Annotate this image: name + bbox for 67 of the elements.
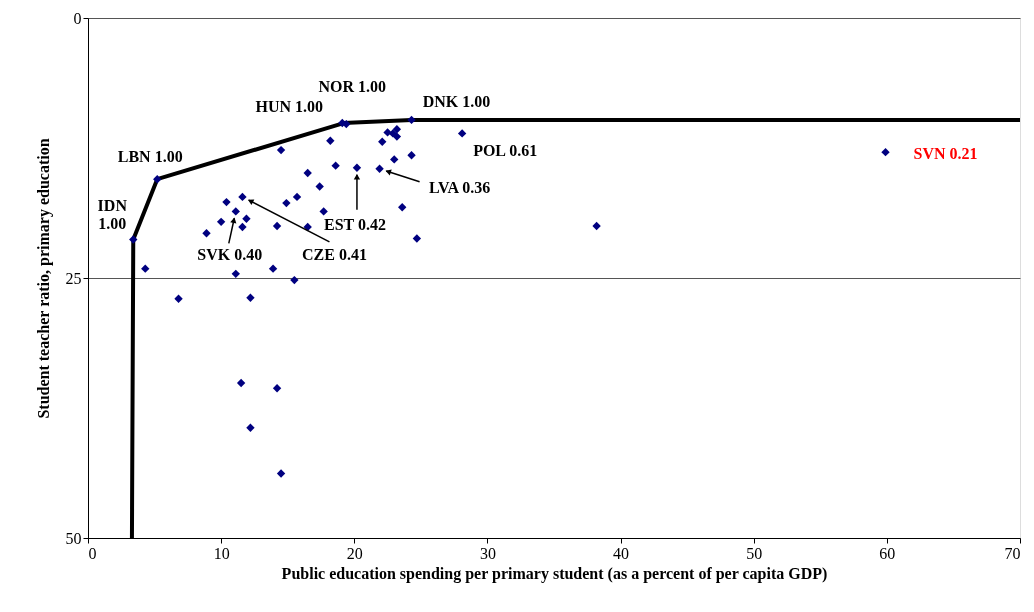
point <box>352 163 362 172</box>
point <box>276 469 286 478</box>
point <box>375 164 384 173</box>
point <box>216 217 226 227</box>
annotation: SVN 0.21 <box>913 145 978 163</box>
x-tick-label: 20 <box>346 544 363 562</box>
x-tick-label: 70 <box>1004 544 1021 562</box>
point <box>390 155 399 164</box>
point <box>282 198 291 208</box>
x-tick-label: 40 <box>613 544 630 562</box>
y-tick-label: 25 <box>65 269 82 287</box>
point <box>222 197 231 207</box>
x-axis-title: Public education spending per primary student (as a percent of per capita GDP) <box>281 564 828 583</box>
point <box>268 264 278 273</box>
point <box>392 132 402 141</box>
annotation: NOR 1.00 <box>318 78 387 96</box>
point <box>331 161 340 170</box>
point <box>292 192 302 202</box>
point <box>407 151 416 160</box>
point <box>392 125 402 134</box>
point <box>398 203 407 212</box>
point <box>246 423 255 432</box>
point <box>326 136 335 145</box>
point <box>236 378 246 388</box>
point <box>242 214 251 223</box>
x-tick-label: 60 <box>879 544 896 562</box>
point <box>457 129 467 138</box>
point <box>315 182 324 191</box>
point <box>407 115 416 125</box>
point <box>319 207 328 216</box>
point <box>174 294 183 303</box>
annotation: LVA 0.36 <box>428 178 491 196</box>
point <box>881 147 890 157</box>
point <box>153 175 162 184</box>
point <box>276 145 286 155</box>
point <box>202 229 211 238</box>
point <box>383 128 392 137</box>
annotation: DNK 1.00 <box>422 92 491 110</box>
point <box>238 192 247 202</box>
annotation: IDN 1.00 <box>97 196 128 232</box>
point <box>272 384 282 393</box>
point <box>246 293 255 302</box>
annotation: CZE 0.41 <box>301 245 367 263</box>
x-tick-label: 10 <box>213 544 230 562</box>
point <box>272 221 282 231</box>
x-tick-label: 50 <box>746 544 763 562</box>
annotation: LBN 1.00 <box>117 148 183 166</box>
point <box>412 234 422 243</box>
y-tick-label: 50 <box>65 529 82 547</box>
point <box>290 275 299 285</box>
x-tick-label: 0 <box>88 544 97 562</box>
annotation: EST 0.42 <box>323 215 386 233</box>
point <box>303 168 312 178</box>
x-tick-label: 30 <box>479 544 496 562</box>
y-axis-title: Student teacher ratio, primary education <box>34 138 53 419</box>
point <box>129 235 138 244</box>
y-tick-label: 0 <box>73 9 82 27</box>
point <box>592 221 601 231</box>
annotation: HUN 1.00 <box>255 98 324 116</box>
annotation: SVK 0.40 <box>197 246 263 264</box>
point <box>231 269 240 279</box>
point <box>238 222 247 232</box>
annotation: POL 0.61 <box>473 142 538 160</box>
point <box>141 264 150 273</box>
point <box>378 137 387 146</box>
point <box>231 207 240 216</box>
point <box>342 119 351 129</box>
